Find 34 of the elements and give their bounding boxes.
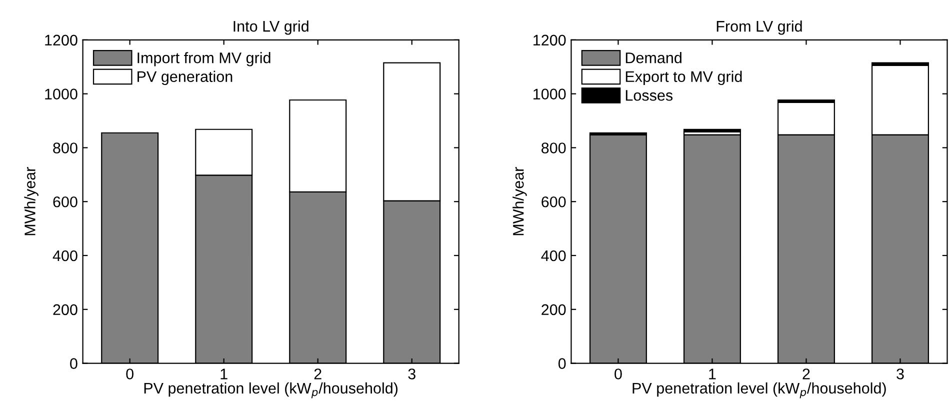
y-axis-title: MWh/year: [512, 167, 527, 236]
x-tick-label: 3: [896, 368, 904, 380]
bar: [683, 128, 741, 132]
legend-label: PV generation: [138, 70, 232, 86]
y-tick-label: 1000: [45, 88, 78, 100]
legend-label: Import from MV grid: [138, 52, 270, 66]
x-axis-title: PV penetration level (kW$_{p}$/household): [632, 382, 886, 398]
x-tick-label: 2: [314, 368, 322, 380]
x-tick-label: 1: [709, 368, 716, 380]
x-tick-label: 1: [220, 368, 228, 380]
chart-title: Into LV grid: [234, 20, 308, 35]
y-tick-label: 200: [542, 304, 566, 316]
x-axis-title: PV penetration level (kW$_{p}$/household): [144, 382, 398, 398]
y-tick-label: 0: [558, 358, 566, 369]
x-tick-label: 3: [408, 368, 416, 380]
chart-title: From LV grid: [716, 20, 802, 35]
y-axis-title: MWh/year: [24, 167, 38, 236]
y-tick-label: 600: [53, 196, 78, 208]
x-tick-label: 0: [614, 368, 622, 380]
x-tick-label: 0: [126, 368, 134, 380]
y-tick-label: 800: [53, 142, 78, 154]
x-tick-label: 2: [802, 368, 810, 380]
y-tick-label: 1000: [534, 88, 566, 100]
y-tick-label: 600: [542, 196, 566, 208]
legend-label: Export to MV grid: [626, 70, 742, 86]
legend-label: Losses: [626, 90, 673, 101]
y-tick-label: 400: [52, 250, 78, 262]
y-tick-label: 1200: [534, 34, 566, 46]
y-tick-label: 800: [542, 142, 566, 154]
y-tick-label: 1200: [45, 34, 78, 46]
legend-label: Demand: [626, 52, 682, 64]
y-tick-label: 400: [541, 250, 566, 262]
y-tick-label: 200: [53, 304, 78, 316]
y-tick-label: 0: [70, 358, 78, 369]
